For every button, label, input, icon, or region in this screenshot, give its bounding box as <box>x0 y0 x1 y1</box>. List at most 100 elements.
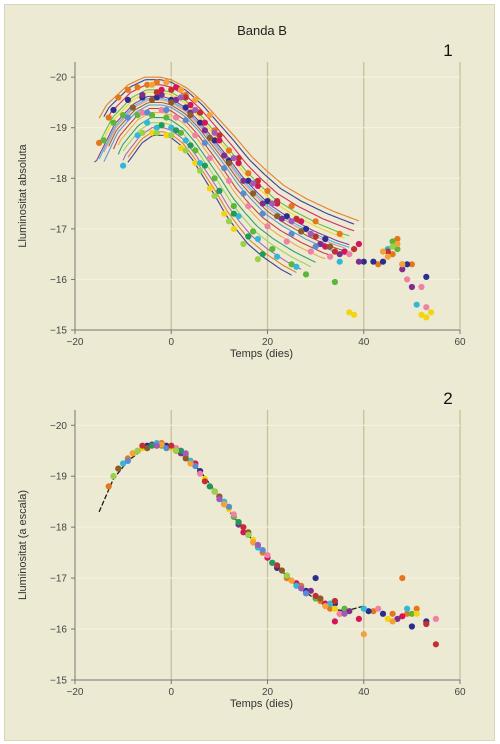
data-point <box>230 155 237 162</box>
data-point <box>283 238 290 245</box>
data-point <box>163 79 170 86</box>
light-curve <box>112 107 331 256</box>
data-point <box>240 190 247 197</box>
data-point <box>182 137 189 144</box>
data-point <box>370 608 377 615</box>
data-point <box>182 104 189 111</box>
data-point <box>168 86 175 93</box>
data-point <box>341 248 348 255</box>
data-point <box>384 253 391 260</box>
data-point <box>187 142 194 149</box>
data-point <box>264 198 271 205</box>
data-point <box>288 261 295 268</box>
data-point <box>216 496 223 503</box>
x-tick-label: 40 <box>358 687 370 698</box>
y-tick-label: −19 <box>50 472 67 483</box>
data-point <box>235 160 242 167</box>
data-point <box>399 575 406 582</box>
data-point <box>264 187 271 194</box>
data-point <box>221 501 228 508</box>
data-point <box>384 615 391 623</box>
data-point <box>274 213 281 220</box>
chart-title: Banda B <box>237 23 287 38</box>
data-point <box>182 94 189 101</box>
data-point <box>418 283 425 291</box>
data-point <box>312 233 319 240</box>
data-point <box>423 620 430 628</box>
data-point <box>298 585 305 592</box>
data-point <box>293 215 300 222</box>
data-point <box>197 470 204 477</box>
data-point <box>307 587 314 594</box>
data-point <box>110 106 117 114</box>
data-point <box>216 137 223 144</box>
data-point <box>312 218 319 225</box>
data-point <box>394 246 401 253</box>
data-point <box>139 442 146 449</box>
data-point <box>245 177 252 184</box>
data-point <box>399 266 406 273</box>
data-point <box>259 210 266 217</box>
data-point <box>225 177 233 184</box>
data-point <box>245 233 252 240</box>
data-point <box>327 605 334 612</box>
data-point <box>283 213 290 220</box>
data-point <box>144 109 151 116</box>
y-axis-label: Lluminositat (a escala) <box>17 490 29 600</box>
data-point <box>124 96 131 103</box>
data-point <box>413 605 420 612</box>
data-point <box>192 160 199 167</box>
data-point <box>302 225 310 232</box>
data-point <box>389 618 396 625</box>
data-point <box>177 447 184 454</box>
data-point <box>307 230 314 237</box>
data-point <box>192 147 199 154</box>
data-point <box>269 559 276 566</box>
data-point <box>211 129 218 136</box>
data-point <box>375 261 382 268</box>
data-point <box>317 595 324 602</box>
data-point <box>351 246 358 253</box>
data-point <box>432 641 439 648</box>
data-point <box>158 91 165 98</box>
figure-background <box>4 4 495 741</box>
data-point <box>404 610 411 617</box>
data-point <box>370 258 377 265</box>
data-point <box>201 127 208 134</box>
data-point <box>413 610 420 617</box>
data-point <box>288 218 295 225</box>
data-point <box>173 114 180 121</box>
data-point <box>346 608 353 615</box>
data-point <box>225 147 233 154</box>
y-tick-label: −20 <box>50 421 67 432</box>
data-point <box>278 215 285 222</box>
data-point <box>317 240 324 248</box>
data-point <box>408 610 415 617</box>
data-point <box>331 278 338 286</box>
data-point <box>211 175 218 182</box>
data-point <box>158 86 165 93</box>
data-point <box>201 478 208 485</box>
data-point <box>148 96 156 103</box>
data-point <box>144 445 151 452</box>
data-point <box>274 198 281 205</box>
data-point <box>404 605 411 612</box>
data-point <box>245 203 252 210</box>
data-point <box>221 210 228 217</box>
data-point <box>413 301 420 308</box>
data-point <box>408 623 415 630</box>
data-point <box>187 460 194 467</box>
light-curve <box>103 79 355 225</box>
data-point <box>235 155 242 162</box>
data-point <box>245 170 252 177</box>
data-point <box>250 228 257 235</box>
data-point <box>139 109 146 116</box>
data-point <box>379 258 387 265</box>
data-point <box>110 473 117 480</box>
data-point <box>269 200 276 207</box>
data-point <box>254 235 261 243</box>
data-point <box>230 511 237 518</box>
y-tick-label: −17 <box>50 574 67 585</box>
data-point <box>399 613 406 620</box>
data-point <box>105 114 112 121</box>
